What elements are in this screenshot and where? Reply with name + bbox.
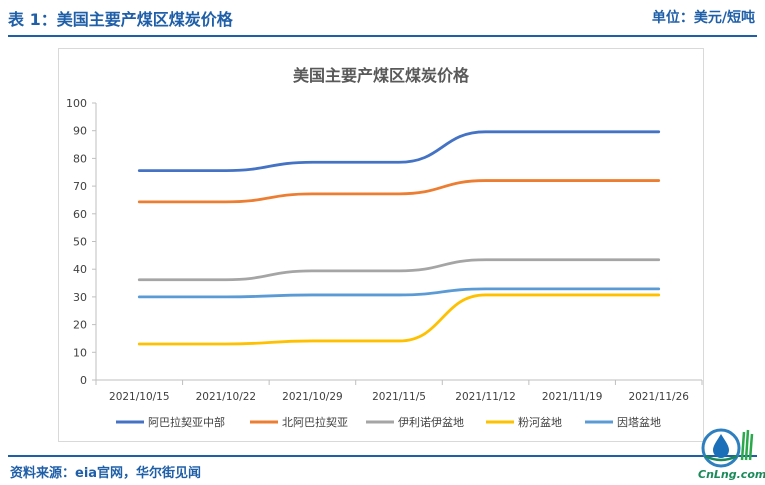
y-tick-label: 60 [73, 208, 87, 221]
series-line [137, 287, 661, 299]
y-tick-label: 30 [73, 291, 87, 304]
legend-label: 粉河盆地 [518, 415, 562, 429]
x-tick-label: 2021/10/22 [196, 391, 257, 403]
logo-text: CnLng.com [698, 468, 765, 481]
legend-label: 北阿巴拉契亚 [282, 415, 348, 429]
x-axis: 2021/10/15 2021/10/22 2021/10/29 2021/11/5 2… [95, 379, 703, 403]
y-tick-label: 40 [73, 263, 87, 276]
legend-label: 因塔盆地 [617, 415, 661, 429]
footer-source: 资料来源：eia官网，华尔街见闻 [10, 466, 202, 481]
legend-label: 伊利诺伊盆地 [398, 415, 464, 429]
chart-title: 美国主要产煤区煤炭价格 [292, 66, 469, 85]
x-tick-label: 2021/11/5 [372, 391, 426, 403]
droplet-logo-icon [701, 428, 754, 468]
legend-label: 阿巴拉契亚中部 [148, 415, 225, 429]
series-line [137, 179, 661, 204]
y-tick-label: 100 [66, 97, 87, 110]
y-tick-label: 80 [73, 152, 87, 165]
y-tick-label: 20 [73, 319, 87, 332]
chart-frame [58, 48, 704, 442]
series-lines [137, 130, 661, 346]
y-tick-label: 10 [73, 346, 87, 359]
header-title: 表 1：美国主要产煤区煤炭价格 [8, 10, 233, 29]
footer-divider [8, 455, 757, 457]
x-tick-label: 2021/10/29 [282, 391, 343, 403]
x-tick-label: 2021/11/26 [628, 391, 689, 403]
x-tick-label: 2021/11/12 [455, 391, 516, 403]
y-tick-label: 0 [80, 374, 87, 387]
y-tick-label: 70 [73, 180, 87, 193]
legend: 阿巴拉契亚中部 北阿巴拉契亚 伊利诺伊盆地 粉河盆地 因塔盆地 [116, 415, 661, 429]
series-line [137, 258, 661, 282]
series-line [137, 293, 661, 346]
series-line [137, 130, 661, 172]
x-tick-label: 2021/11/19 [542, 391, 603, 403]
y-tick-label: 50 [73, 236, 87, 249]
header-divider [8, 35, 757, 37]
header-unit: 单位：美元/短吨 [651, 10, 755, 26]
y-tick-label: 90 [73, 125, 87, 138]
x-tick-label: 2021/10/15 [109, 391, 170, 403]
y-axis: 0 10 20 30 40 50 60 70 80 90 100 [66, 97, 97, 387]
